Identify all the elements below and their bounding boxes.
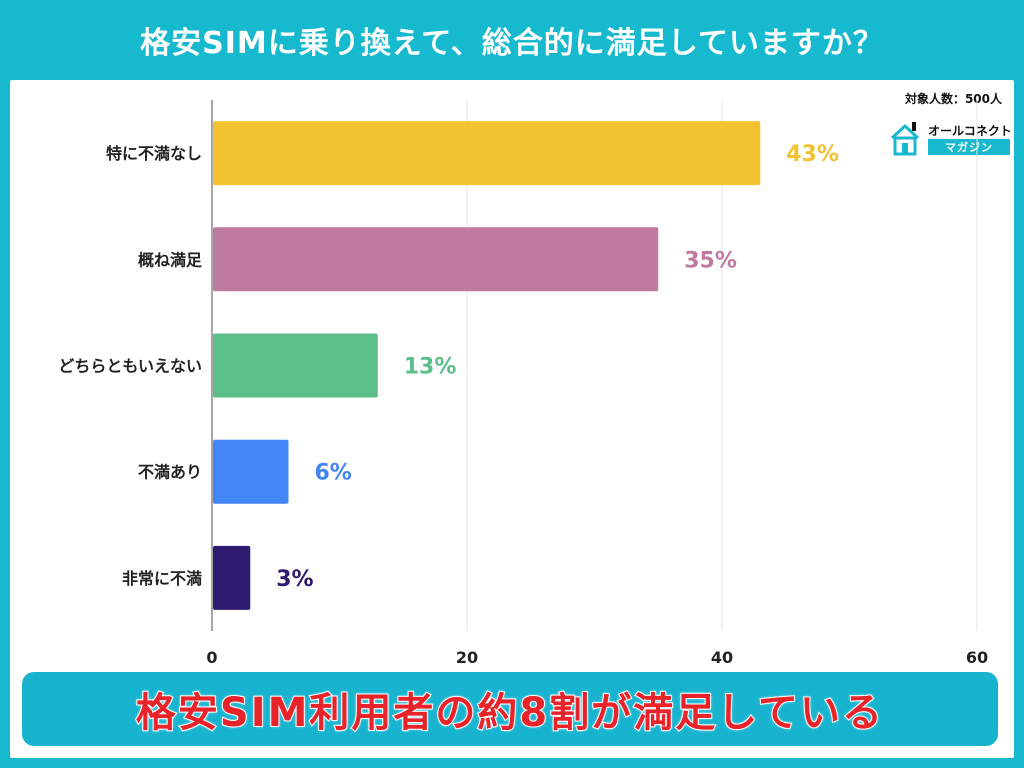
house-logo-icon xyxy=(890,122,920,156)
category-label: どちらともいえない xyxy=(58,357,202,376)
chart-panel: 対象人数：500人 オールコネクト マガジン 0 20 40 60 特に不満なし 43% 概… xyxy=(10,80,1014,758)
summary-banner: 格安SIM利用者の約8割が満足している xyxy=(22,672,998,746)
x-tick-label: 0 xyxy=(206,648,217,667)
bar xyxy=(213,121,761,186)
summary-text: 格安SIM利用者の約8割が満足している xyxy=(135,689,885,737)
logo-name: オールコネクト xyxy=(928,124,1012,138)
x-tick-label: 20 xyxy=(456,648,478,667)
bar xyxy=(213,227,659,292)
category-label: 不満あり xyxy=(138,463,202,482)
bar xyxy=(213,545,251,610)
x-tick-label: 60 xyxy=(966,648,988,667)
bar xyxy=(213,439,289,504)
logo-sub: マガジン xyxy=(928,139,1010,155)
data-label: 35% xyxy=(684,248,737,273)
data-label: 3% xyxy=(276,567,313,592)
brand-logo: オールコネクト マガジン xyxy=(890,120,1020,160)
category-label: 非常に不満 xyxy=(122,569,202,588)
data-label: 13% xyxy=(404,355,457,380)
respondent-count: 対象人数：500人 xyxy=(904,92,1002,106)
data-label: 43% xyxy=(786,142,839,167)
category-label: 特に不満なし xyxy=(106,144,202,163)
category-label: 概ね満足 xyxy=(138,250,203,269)
bar-chart: 0 20 40 60 特に不満なし 43% 概ね満足 35% どちらともいえない 13% 不満あり 6… xyxy=(58,100,988,667)
x-tick-label: 40 xyxy=(711,648,733,667)
chart-title: 格安SIMに乗り換えて、総合的に満足していますか？ xyxy=(140,26,884,61)
bar xyxy=(213,333,378,398)
data-label: 6% xyxy=(315,461,352,486)
